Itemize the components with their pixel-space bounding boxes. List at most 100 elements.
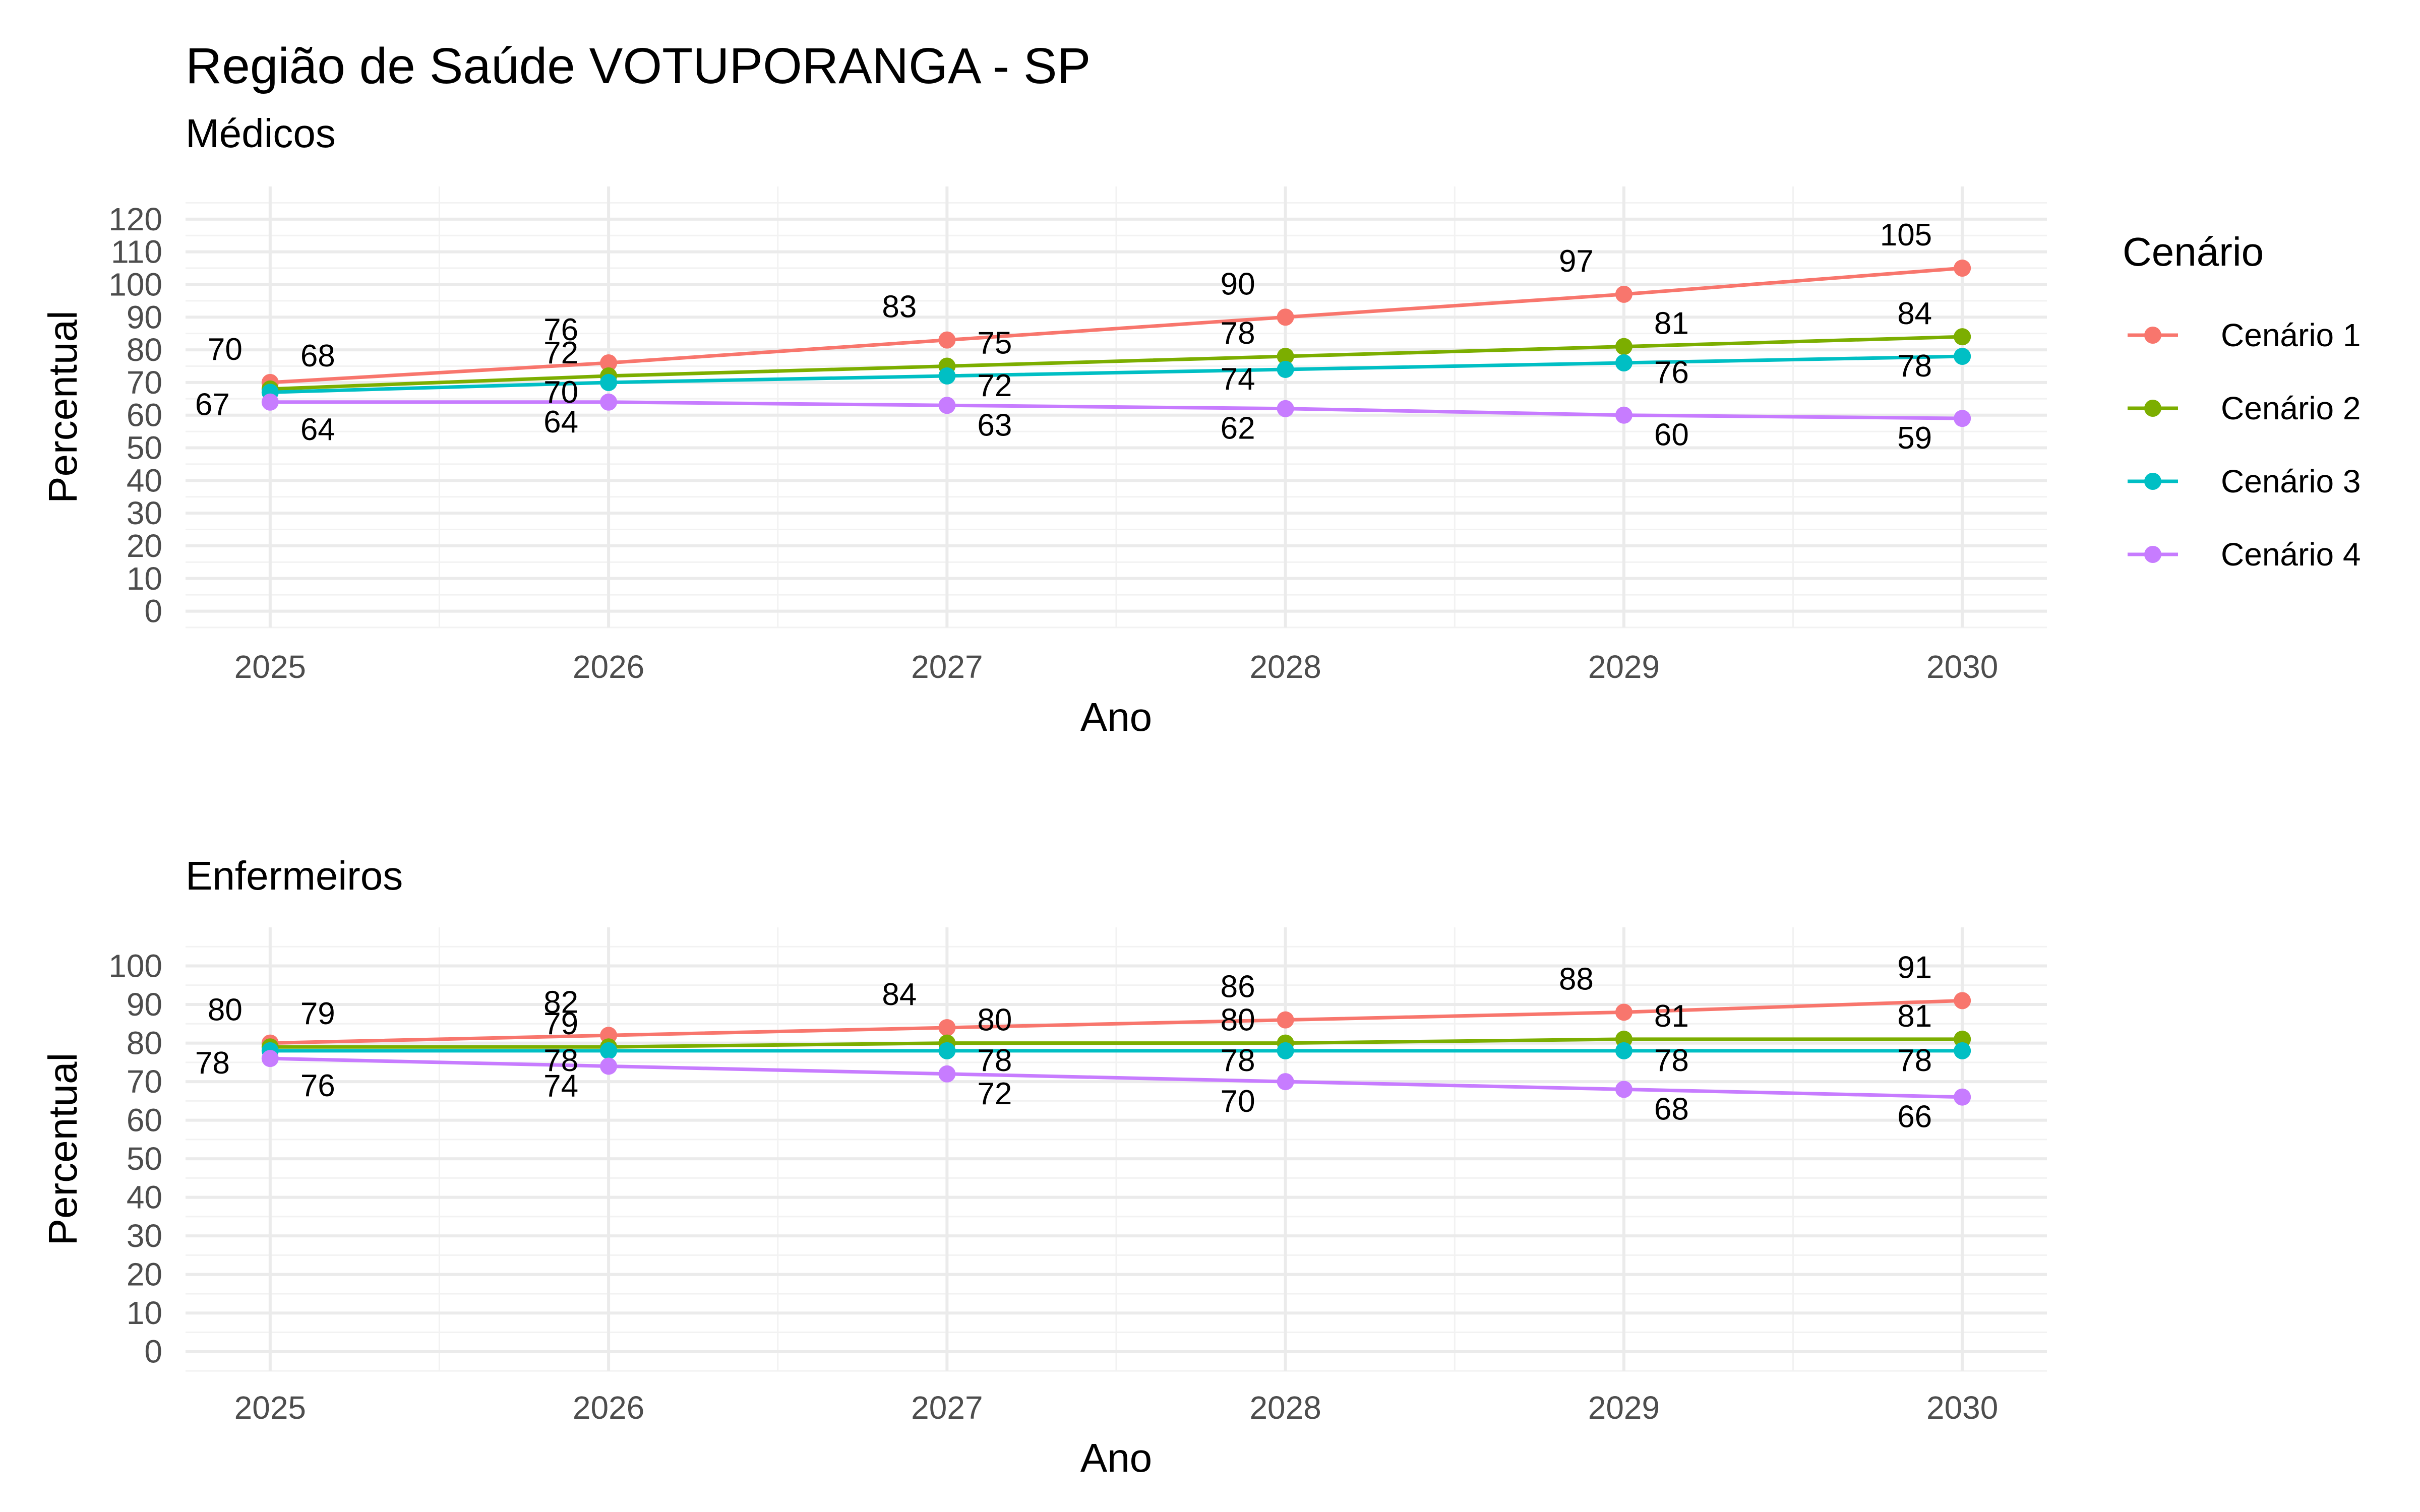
y-axis-title: Percentual bbox=[40, 310, 85, 503]
y-tick-label: 30 bbox=[127, 495, 162, 531]
y-axis-title: Percentual bbox=[40, 1053, 85, 1245]
data-label: 72 bbox=[977, 368, 1012, 403]
series-line bbox=[270, 266, 1963, 385]
x-tick-label: 2028 bbox=[1249, 649, 1321, 685]
data-point bbox=[1277, 1042, 1294, 1059]
data-label: 76 bbox=[543, 312, 578, 347]
y-tick-label: 90 bbox=[127, 299, 162, 335]
legend-item-label: Cenário 2 bbox=[2221, 390, 2361, 426]
y-tick-label: 80 bbox=[127, 332, 162, 368]
y-tick-label: 100 bbox=[108, 948, 162, 984]
x-tick-label: 2025 bbox=[234, 1390, 306, 1426]
data-label: 83 bbox=[882, 290, 917, 325]
data-label: 90 bbox=[1221, 267, 1255, 301]
data-label: 78 bbox=[977, 1043, 1012, 1078]
data-label: 76 bbox=[300, 1068, 335, 1103]
data-point bbox=[1615, 354, 1632, 371]
y-tick-label: 100 bbox=[108, 266, 162, 302]
legend: Cenário Cenário 1 Cenário 2 Cenário 3 Cenár… bbox=[2123, 229, 2361, 573]
legend-key-point bbox=[2144, 473, 2161, 490]
panel-subtitle: Médicos bbox=[186, 111, 336, 156]
x-tick-label: 2030 bbox=[1926, 1390, 1998, 1426]
y-tick-label: 120 bbox=[108, 201, 162, 237]
y-tick-label: 60 bbox=[127, 397, 162, 433]
x-tick-label: 2027 bbox=[911, 1390, 983, 1426]
data-label: 78 bbox=[1221, 1043, 1255, 1078]
chart-title: Região de Saúde VOTUPORANGA - SP bbox=[186, 38, 1091, 94]
data-label: 68 bbox=[300, 339, 335, 373]
data-point bbox=[1615, 338, 1632, 355]
data-label: 62 bbox=[1221, 411, 1255, 446]
data-label: 78 bbox=[1654, 1043, 1689, 1078]
y-tick-label: 80 bbox=[127, 1025, 162, 1061]
data-label: 79 bbox=[300, 996, 335, 1031]
data-label: 79 bbox=[543, 1006, 578, 1041]
data-label: 64 bbox=[300, 412, 335, 447]
data-label: 70 bbox=[1221, 1084, 1255, 1119]
data-label: 66 bbox=[1897, 1100, 1932, 1135]
data-label: 72 bbox=[977, 1077, 1012, 1111]
data-label: 63 bbox=[977, 408, 1012, 443]
data-point bbox=[1277, 400, 1294, 417]
data-point bbox=[1277, 1011, 1294, 1029]
x-tick-label: 2027 bbox=[911, 649, 983, 685]
data-label: 76 bbox=[1654, 355, 1689, 390]
y-tick-label: 90 bbox=[127, 986, 162, 1023]
series-line bbox=[270, 335, 1963, 391]
data-point bbox=[1615, 285, 1632, 303]
data-label: 88 bbox=[1559, 962, 1594, 996]
series-line bbox=[270, 998, 1963, 1045]
data-point bbox=[1954, 328, 1971, 346]
legend-title: Cenário bbox=[2123, 229, 2264, 274]
data-label: 78 bbox=[195, 1046, 230, 1081]
data-label: 70 bbox=[208, 332, 243, 367]
data-label: 78 bbox=[1897, 349, 1932, 384]
legend-key-point bbox=[2144, 327, 2161, 344]
y-tick-label: 110 bbox=[111, 234, 162, 270]
data-label: 97 bbox=[1559, 244, 1594, 279]
data-label: 60 bbox=[1654, 418, 1689, 453]
data-point bbox=[600, 1057, 618, 1075]
data-label: 80 bbox=[977, 1003, 1012, 1038]
x-tick-label: 2026 bbox=[573, 649, 644, 685]
legend-item-label: Cenário 1 bbox=[2221, 317, 2361, 353]
y-tick-label: 30 bbox=[127, 1218, 162, 1254]
legend-item-label: Cenário 3 bbox=[2221, 463, 2361, 499]
data-label: 86 bbox=[1221, 970, 1255, 1004]
data-label: 74 bbox=[1221, 362, 1255, 397]
data-point bbox=[1615, 1042, 1632, 1059]
data-point bbox=[600, 354, 618, 371]
data-label: 74 bbox=[543, 1068, 578, 1103]
data-label: 80 bbox=[208, 993, 243, 1028]
data-label: 75 bbox=[977, 326, 1012, 360]
data-label: 68 bbox=[1654, 1092, 1689, 1126]
y-tick-label: 70 bbox=[127, 364, 162, 401]
data-point bbox=[1277, 348, 1294, 365]
series-line bbox=[270, 354, 1963, 394]
data-point bbox=[261, 393, 279, 411]
data-point bbox=[1954, 410, 1971, 427]
data-label: 82 bbox=[543, 985, 578, 1020]
data-point bbox=[1615, 1081, 1632, 1098]
data-point bbox=[1954, 1042, 1971, 1059]
data-point bbox=[938, 397, 956, 414]
data-point bbox=[1277, 1073, 1294, 1091]
data-label: 81 bbox=[1897, 999, 1932, 1034]
data-label: 67 bbox=[195, 387, 230, 422]
y-tick-label: 10 bbox=[127, 560, 162, 597]
legend-item-label: Cenário 4 bbox=[2221, 536, 2361, 573]
series-line bbox=[270, 1056, 1963, 1099]
data-label: 78 bbox=[543, 1043, 578, 1078]
data-label: 105 bbox=[1880, 218, 1932, 253]
data-label: 78 bbox=[1897, 1043, 1932, 1078]
x-tick-label: 2026 bbox=[573, 1390, 644, 1426]
data-point bbox=[938, 367, 956, 385]
series-line bbox=[270, 400, 1963, 420]
x-tick-label: 2028 bbox=[1249, 1390, 1321, 1426]
y-tick-label: 60 bbox=[127, 1102, 162, 1139]
y-tick-label: 50 bbox=[127, 430, 162, 466]
data-point bbox=[600, 373, 618, 391]
